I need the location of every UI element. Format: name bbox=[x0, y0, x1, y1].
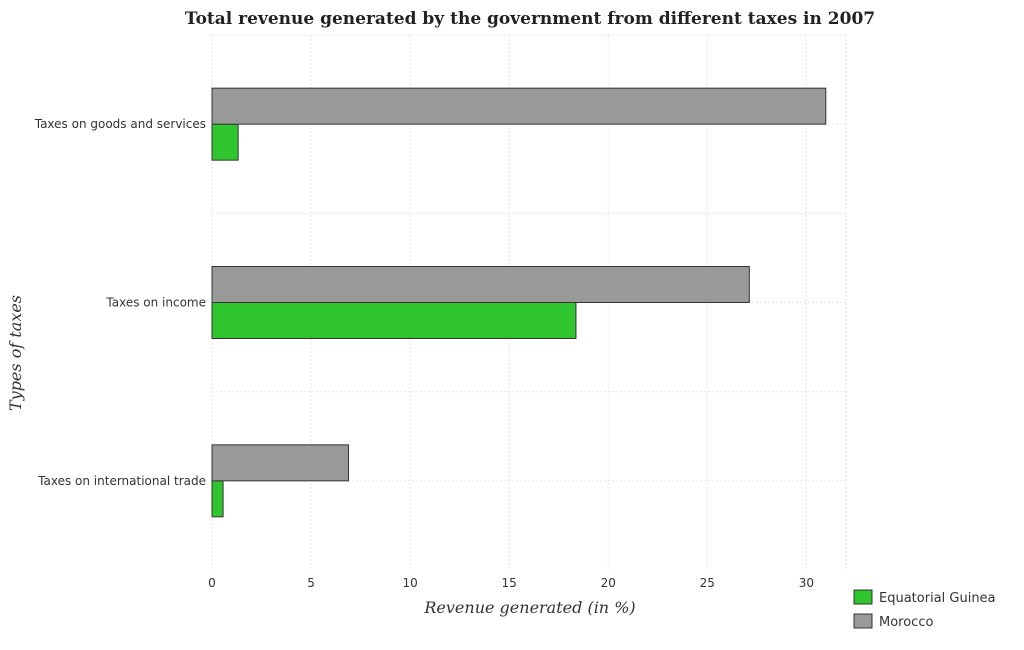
legend-label: Equatorial Guinea bbox=[879, 591, 996, 606]
x-tick-label: 10 bbox=[402, 576, 417, 590]
legend: Equatorial Guinea Morocco bbox=[853, 589, 996, 630]
category-label: Taxes on goods and services bbox=[34, 117, 206, 131]
x-tick-label: 30 bbox=[799, 576, 814, 590]
bar-equatorial-guinea bbox=[211, 302, 577, 339]
bar-equatorial-guinea bbox=[211, 123, 239, 161]
legend-swatch bbox=[853, 589, 873, 605]
bar-morocco bbox=[211, 266, 750, 303]
bars-layer bbox=[211, 87, 827, 518]
x-axis-label: Revenue generated (in %) bbox=[423, 598, 635, 617]
category-labels: Taxes on goods and services Taxes on inco… bbox=[34, 117, 206, 488]
legend-label: Morocco bbox=[879, 615, 933, 630]
legend-swatch bbox=[853, 613, 873, 629]
x-tick-label: 15 bbox=[502, 576, 517, 590]
chart-title: Total revenue generated by the governmen… bbox=[185, 9, 875, 29]
category-label: Taxes on income bbox=[105, 296, 206, 310]
x-tick-label: 0 bbox=[208, 576, 216, 590]
x-tick-labels: 0 5 10 15 20 25 30 bbox=[208, 576, 814, 590]
category-label: Taxes on international trade bbox=[37, 474, 206, 488]
bar-morocco bbox=[211, 87, 827, 125]
x-tick-label: 5 bbox=[307, 576, 315, 590]
bar-equatorial-guinea bbox=[211, 480, 224, 518]
x-tick-label: 20 bbox=[601, 576, 616, 590]
x-tick-label: 25 bbox=[700, 576, 715, 590]
y-axis-label: Types of taxes bbox=[6, 295, 25, 411]
bar-morocco bbox=[211, 444, 350, 482]
